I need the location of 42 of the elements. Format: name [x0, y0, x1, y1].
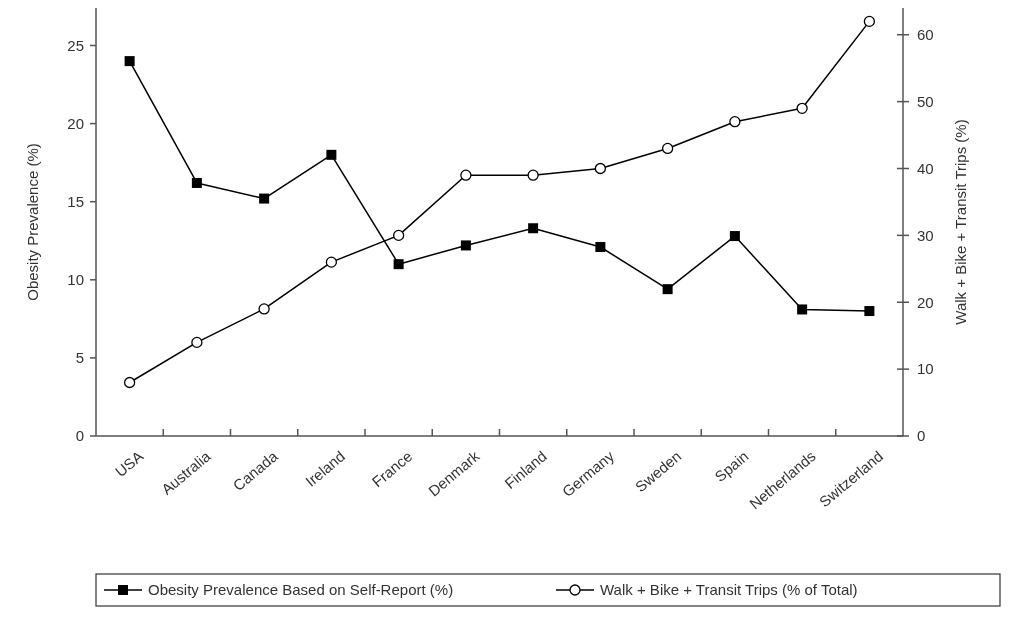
point: [325, 256, 338, 268]
point: [460, 169, 472, 181]
point: [594, 162, 607, 175]
point: [662, 284, 673, 295]
legend-label: Walk + Bike + Transit Trips (% of Total): [600, 581, 858, 599]
point: [392, 229, 405, 242]
point: [864, 306, 875, 317]
point: [124, 56, 135, 67]
point: [863, 15, 876, 28]
point: [729, 116, 741, 128]
y2-tick-label: 10: [917, 360, 934, 378]
y-tick-label: 5: [75, 349, 84, 367]
point: [326, 149, 337, 160]
point: [191, 177, 202, 188]
y2-tick-label: 0: [917, 427, 926, 445]
point: [729, 231, 740, 242]
y-tick-label: 20: [67, 114, 84, 132]
y-tick-label: 10: [67, 271, 84, 289]
point: [797, 304, 808, 315]
y-axis-title: Obesity Prevalence (%): [24, 143, 41, 301]
y-tick-label: 0: [75, 427, 84, 445]
y2-tick-label: 20: [917, 293, 934, 311]
point: [123, 376, 136, 389]
point: [191, 336, 203, 349]
legend-label: Obesity Prevalence Based on Self-Report (%): [148, 581, 454, 599]
point: [460, 240, 471, 251]
point: [527, 169, 539, 181]
point: [796, 102, 808, 114]
point: [661, 142, 674, 155]
point: [259, 193, 270, 204]
point: [595, 241, 606, 252]
y-tick-label: 15: [67, 192, 84, 210]
y2-tick-label: 40: [917, 159, 934, 177]
point: [258, 303, 270, 315]
y2-tick-label: 30: [917, 226, 934, 244]
y2-tick-label: 50: [917, 92, 934, 110]
point: [528, 223, 539, 234]
x-tick-label: USA: [111, 447, 147, 481]
y-tick-label: 25: [67, 36, 84, 54]
y2-tick-label: 60: [917, 26, 934, 43]
point: [393, 259, 404, 270]
y2-axis-title: Walk + Bike + Transit Trips (%): [952, 119, 969, 325]
